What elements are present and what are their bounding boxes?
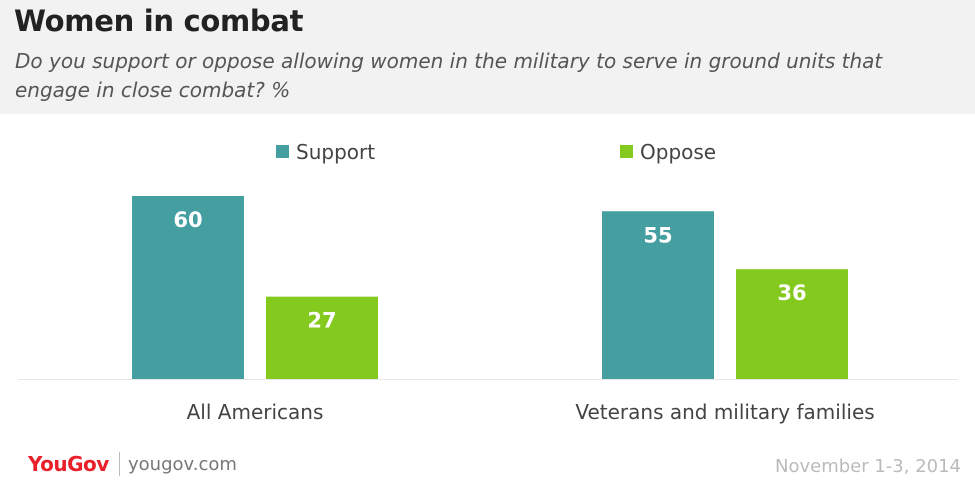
footer-divider — [119, 452, 120, 476]
survey-date: November 1-3, 2014 — [774, 456, 961, 477]
footer-url: yougov.com — [128, 454, 237, 475]
legend-label-support: Support — [296, 140, 376, 164]
bar-oppose-0 — [266, 296, 378, 379]
data-label-support-0: 60 — [173, 208, 202, 232]
bar-oppose-1 — [736, 269, 848, 379]
page-subtitle: Do you support or oppose allowing women … — [15, 49, 883, 102]
category-label-1: Veterans and military families — [575, 400, 874, 424]
data-label-oppose-0: 27 — [307, 309, 336, 333]
legend-label-oppose: Oppose — [640, 140, 717, 164]
yougov-logo: YouGov — [28, 452, 109, 476]
category-label-0: All Americans — [187, 400, 324, 424]
legend: Support Oppose — [0, 140, 975, 166]
legend-swatch-support — [276, 145, 289, 158]
data-label-oppose-1: 36 — [777, 281, 806, 305]
page-title: Women in combat — [14, 4, 304, 38]
data-label-support-1: 55 — [643, 223, 672, 247]
bar-support-0 — [132, 196, 244, 379]
bar-support-1 — [602, 211, 714, 379]
legend-swatch-oppose — [620, 145, 633, 158]
header: Women in combat Do you support or oppose… — [0, 0, 975, 114]
bar-chart: 60 27 All Americans 55 36 Veterans and milita… — [18, 196, 958, 424]
